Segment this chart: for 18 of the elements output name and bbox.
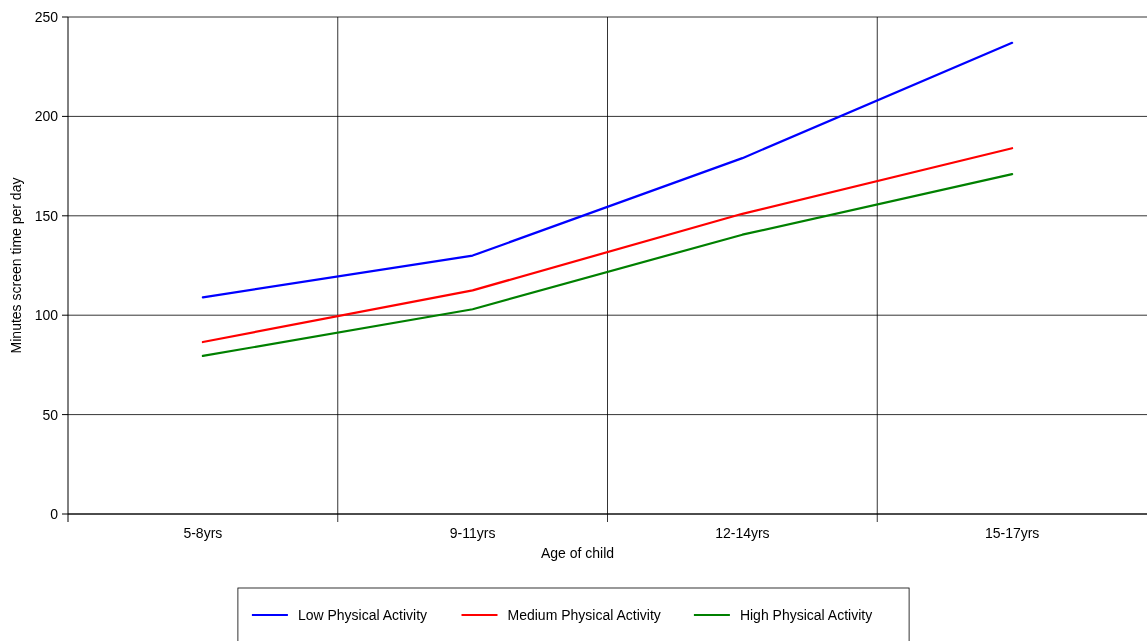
y-tick-label: 50 <box>42 406 59 423</box>
y-tick-label: 100 <box>34 307 59 324</box>
y-tick-label: 150 <box>34 207 59 224</box>
line-series <box>201 147 1014 344</box>
line-series <box>201 172 1014 358</box>
line-series <box>201 41 1014 299</box>
y-axis-title: Minutes screen time per day <box>8 177 24 354</box>
legend-label: Medium Physical Activity <box>507 606 661 623</box>
x-tick-label: 12-14yrs <box>715 525 770 541</box>
y-tick-label: 250 <box>34 8 59 25</box>
legend-label: High Physical Activity <box>739 606 873 623</box>
x-tick-label: 9-11yrs <box>449 525 496 541</box>
y-tick-label: 0 <box>50 505 59 522</box>
y-tick-label: 200 <box>34 108 59 125</box>
x-tick-label: 15-17yrs <box>984 525 1040 541</box>
x-axis-title: Age of child <box>540 545 615 561</box>
legend-label: Low Physical Activity <box>297 606 428 623</box>
x-tick-label: 5-8yrs <box>183 525 223 541</box>
